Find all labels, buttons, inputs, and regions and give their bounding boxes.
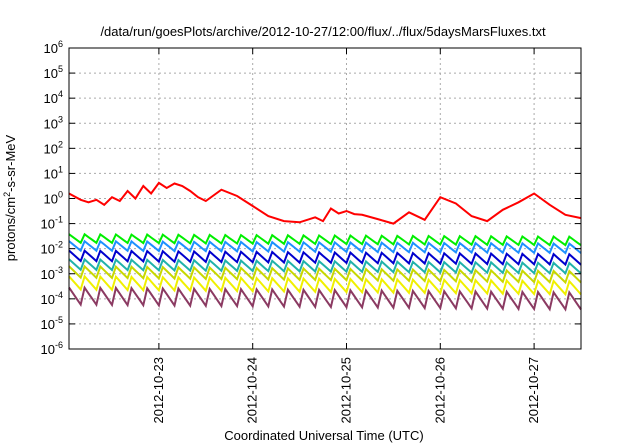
- y-tick-label-exp: 4: [58, 89, 63, 99]
- x-axis-label: Coordinated Universal Time (UTC): [224, 428, 423, 443]
- series-line-3: [68, 249, 582, 267]
- y-tick-label-8: 10-2: [41, 240, 63, 257]
- series-layer: [68, 181, 582, 312]
- y-tick-label-base: 10: [41, 267, 55, 282]
- y-tick-label-6: 100: [44, 190, 63, 207]
- series-line-7: [68, 285, 582, 312]
- y-axis-label: protons/cm2-s-sr-MeV: [2, 134, 18, 261]
- y-tick-label-base: 10: [41, 217, 55, 232]
- y-tick-label-10: 10-4: [41, 290, 63, 307]
- series-line-5: [68, 264, 582, 285]
- y-tick-label-3: 103: [44, 114, 63, 131]
- chart-title: /data/run/goesPlots/archive/2012-10-27/1…: [100, 24, 546, 39]
- y-tick-label-0: 106: [44, 39, 63, 56]
- y-tick-label-11: 10-5: [41, 315, 63, 332]
- x-tick-label-2: 2012-10-25: [338, 357, 353, 424]
- y-tick-label-exp: -6: [55, 340, 63, 350]
- y-tick-label-base: 10: [44, 41, 58, 56]
- y-tick-label-exp: -5: [55, 315, 63, 325]
- y-tick-label-exp: -3: [55, 265, 63, 275]
- y-tick-label-base: 10: [44, 91, 58, 106]
- x-tick-label-3: 2012-10-26: [432, 357, 447, 424]
- y-tick-label-5: 101: [44, 164, 63, 181]
- y-tick-label-9: 10-3: [41, 265, 63, 282]
- y-tick-label-exp: 6: [58, 39, 63, 49]
- y-tick-label-exp: -1: [55, 215, 63, 225]
- y-tick-label-base: 10: [44, 192, 58, 207]
- x-tick-label-0: 2012-10-23: [151, 357, 166, 424]
- y-tick-label-exp: 5: [58, 64, 63, 74]
- y-tick-label-12: 10-6: [41, 340, 63, 357]
- series-line-4: [68, 257, 582, 276]
- y-tick-label-base: 10: [44, 166, 58, 181]
- series-line-6: [68, 274, 582, 297]
- series-line-2: [68, 239, 582, 255]
- series-line-1: [68, 232, 582, 247]
- y-tick-label-base: 10: [44, 141, 58, 156]
- ticks: 10610510410310210110010-110-210-310-410-…: [41, 39, 581, 424]
- x-tick-label-1: 2012-10-24: [245, 357, 260, 424]
- y-tick-label-2: 104: [44, 89, 63, 106]
- y-tick-label-base: 10: [41, 342, 55, 357]
- y-tick-label-base: 10: [44, 66, 58, 81]
- series-line-0: [68, 181, 582, 225]
- y-axis-label-sup: 2: [2, 192, 12, 197]
- y-tick-label-base: 10: [41, 242, 55, 257]
- y-tick-label-exp: 2: [58, 139, 63, 149]
- y-tick-label-exp: 1: [58, 164, 63, 174]
- y-tick-label-exp: 0: [58, 190, 63, 200]
- y-tick-label-base: 10: [44, 116, 58, 131]
- y-tick-label-base: 10: [41, 317, 55, 332]
- y-axis-label-prefix: protons/cm: [3, 197, 18, 261]
- y-axis-label-suffix: -s-sr-MeV: [3, 134, 18, 191]
- y-tick-label-7: 10-1: [41, 215, 63, 232]
- y-tick-label-exp: -2: [55, 240, 63, 250]
- y-tick-label-4: 102: [44, 139, 63, 156]
- x-tick-label-4: 2012-10-27: [526, 357, 541, 424]
- y-tick-label-1: 105: [44, 64, 63, 81]
- y-tick-label-exp: -4: [55, 290, 63, 300]
- y-tick-label-exp: 3: [58, 114, 63, 124]
- y-tick-label-base: 10: [41, 292, 55, 307]
